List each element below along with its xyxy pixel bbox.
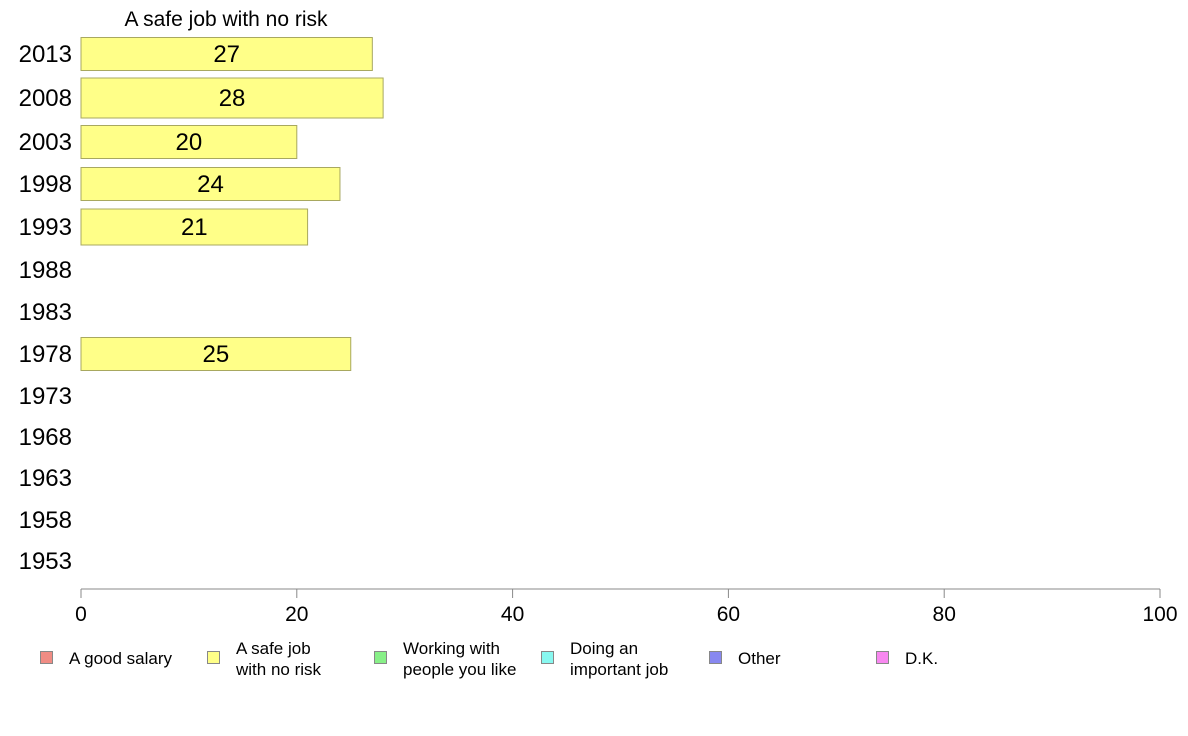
legend-label: A safe job with no risk [236,639,322,679]
bar-value-label: 28 [219,85,246,112]
y-tick-label: 1978 [19,341,72,368]
legend-swatch [374,651,387,664]
x-axis: 0 20 40 60 80 100 [75,588,1178,626]
y-tick-label: 1953 [19,548,72,575]
y-tick-label: 1993 [19,214,72,241]
y-tick-label: 2003 [19,129,72,156]
legend-swatch [709,651,722,664]
bar-value-label: 20 [176,129,203,156]
x-tick-label: 60 [717,603,740,626]
y-tick-label: 1973 [19,383,72,410]
y-tick-label: 1988 [19,257,72,284]
y-tick-label: 1963 [19,465,72,492]
bar-value-label: 25 [203,341,230,368]
y-tick-label: 1958 [19,507,72,534]
x-tick-label: 100 [1142,603,1177,626]
bar-value-label: 24 [197,171,224,198]
legend-label: A good salary [69,649,173,668]
bar-value-label: 21 [181,214,208,241]
y-tick-label: 1968 [19,424,72,451]
legend-label: Doing an important job [570,639,669,679]
bars-group: 27 28 20 24 21 25 [80,37,384,371]
legend-swatch [876,651,889,664]
legend-swatch [40,651,53,664]
y-tick-label: 1983 [19,299,72,326]
bar [80,77,384,119]
bar [80,208,309,246]
x-tick-label: 40 [501,603,524,626]
x-tick-label: 80 [933,603,956,626]
bar [80,337,352,371]
bar [80,125,298,159]
chart-title: A safe job with no risk [124,8,328,31]
legend-swatch [207,651,220,664]
legend-swatch [541,651,554,664]
legend-item-working-with-people: Working with people you like [374,638,516,680]
legend-label: D.K. [905,649,939,668]
y-tick-label: 2013 [19,41,72,68]
y-tick-label: 2008 [19,85,72,112]
bar-value-label: 27 [213,41,240,68]
legend: A good salary A safe job with no risk Wo… [0,630,1188,690]
legend-item-dk: D.K. [876,638,938,669]
legend-label: Working with people you like [403,639,517,679]
x-tick-label: 20 [285,603,308,626]
bar [80,167,341,201]
bar [80,37,373,71]
legend-label: Other [738,649,781,668]
x-tick-label: 0 [75,603,87,626]
y-axis-labels: 2013 2008 2003 1998 1993 1988 1983 1978 1973 1968… [19,41,72,575]
legend-item-other: Other [709,638,781,669]
y-tick-label: 1998 [19,171,72,198]
legend-item-good-salary: A good salary [40,638,172,669]
legend-item-important-job: Doing an important job [541,638,668,680]
legend-item-safe-job: A safe job with no risk [207,638,321,680]
